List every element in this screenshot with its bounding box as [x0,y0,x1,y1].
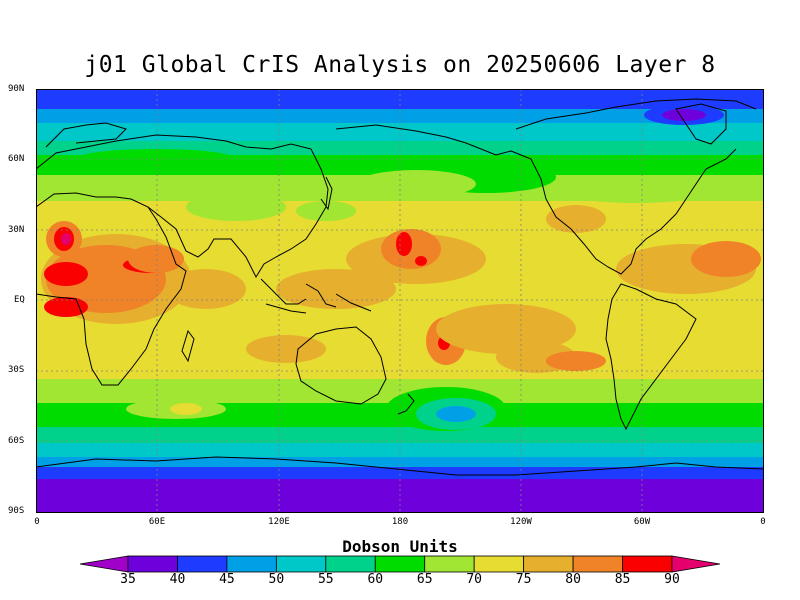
colorbar-swatch [424,555,475,573]
lat-label-60n: 60N [8,154,25,164]
colorbar-swatch [226,555,277,573]
colorbar-label: 75 [515,572,532,587]
colorbar-label: 45 [219,572,235,587]
grid-lines [36,89,764,513]
colorbar-swatch [177,555,228,573]
colorbar-swatches [80,555,720,573]
colorbar-swatch [80,555,129,573]
colorbar-swatch [622,555,673,573]
lat-label-90s: 90S [8,506,25,516]
colorbar-label: 55 [317,572,334,587]
colorbar-title: Dobson Units [342,537,458,556]
colorbar-swatch [374,555,426,573]
lat-label-30s: 30S [8,365,25,375]
colorbar-label: 65 [416,572,433,587]
colorbar-label: 60 [367,572,384,587]
lat-label-60s: 60S [8,436,25,446]
colorbar-label: 85 [614,572,631,587]
lat-label-eq: EQ [14,295,25,305]
colorbar-swatch [275,555,327,573]
lon-label-0-east: 0 [760,517,766,527]
colorbar-swatch [671,555,720,573]
lat-label-30n: 30N [8,225,25,235]
colorbar-swatch [572,555,623,573]
colorbar-label: 70 [466,572,482,587]
colorbar-swatch [127,555,178,573]
lon-label-180: 180 [391,517,409,527]
ozone-map [36,89,764,513]
lon-label-0-west: 0 [34,517,40,527]
lon-label-120w: 120W [510,517,532,527]
colorbar-label: 90 [664,572,680,587]
map-frame [36,89,764,513]
colorbar-label: 35 [120,572,136,587]
coastlines [36,98,764,476]
colorbar-swatch [473,555,525,573]
lon-label-60w: 60W [633,517,651,527]
lon-label-60e: 60E [148,517,166,527]
colorbar-label: 40 [169,572,186,587]
colorbar-label: 80 [565,572,581,587]
colorbar [80,555,720,573]
lat-label-90n: 90N [8,84,25,94]
colorbar-label: 50 [268,572,285,587]
colorbar-swatch [523,555,574,573]
colorbar-swatch [325,555,376,573]
lon-label-120e: 120E [268,517,290,527]
map-title: j01 Global CrIS Analysis on 20250606 Lay… [84,52,716,78]
